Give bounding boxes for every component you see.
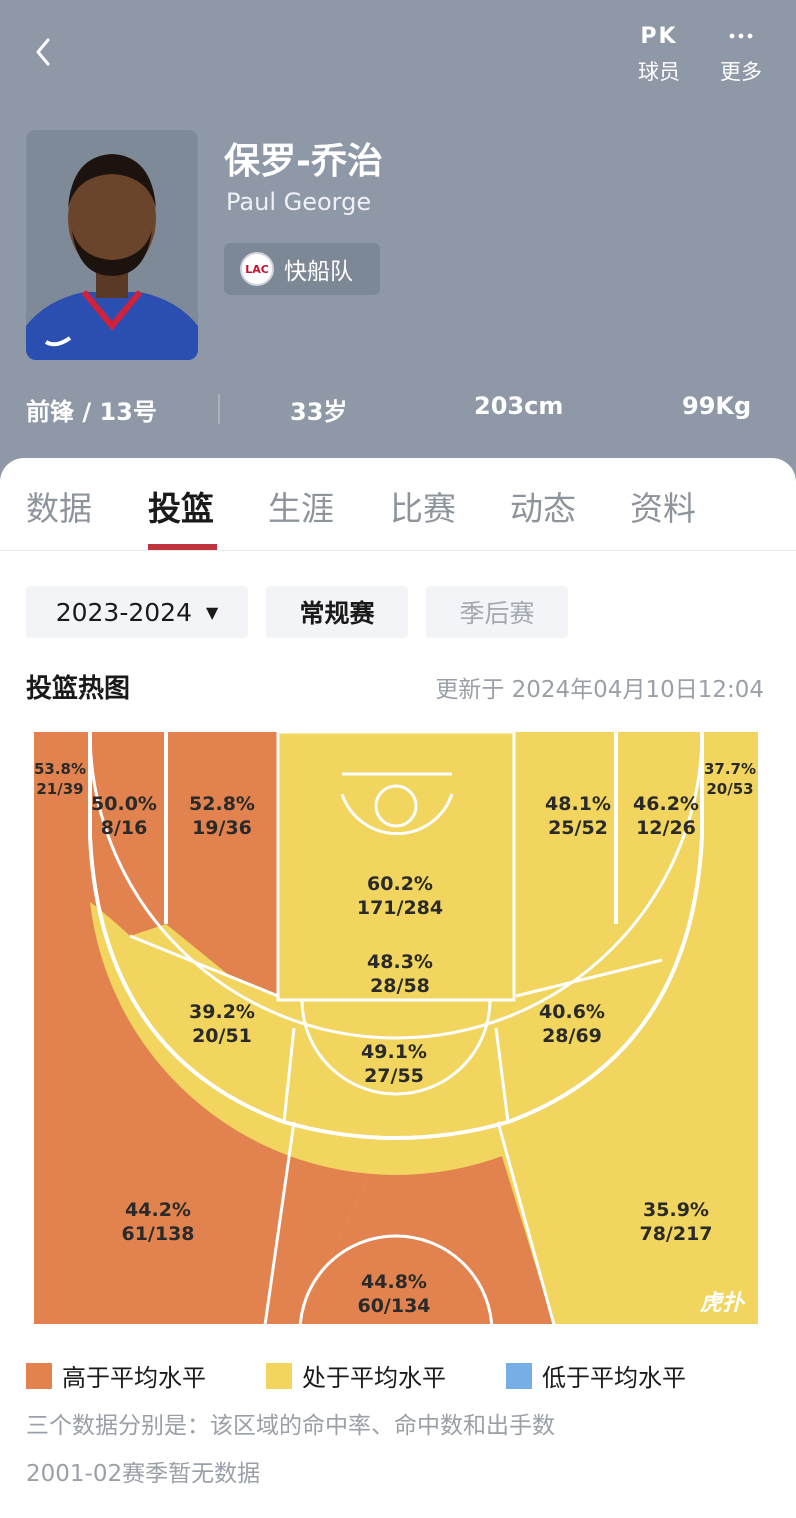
zone-pct-left-baseline-long-two: 50.0% — [91, 793, 157, 815]
zone-made-att-right-wing-long-two: 28/69 — [542, 1025, 602, 1047]
zone-pct-right-short-midrange: 48.1% — [545, 793, 611, 815]
zone-pct-top-key-three: 44.8% — [361, 1271, 427, 1293]
zone-made-att-right-corner-three: 20/53 — [706, 780, 753, 798]
player-weight: 99Kg — [682, 392, 752, 420]
player-photo — [26, 130, 198, 360]
tab-news[interactable]: 动态 — [510, 489, 576, 528]
legend-above: 高于平均水平 — [26, 1358, 206, 1393]
team-name: 快船队 — [284, 259, 353, 285]
zone-restricted-area — [278, 732, 516, 924]
divider — [0, 550, 796, 551]
legend-swatch-avg — [266, 1362, 292, 1389]
zone-paint-non-ra — [278, 924, 516, 1028]
legend-below-label: 低于平均水平 — [542, 1364, 686, 1392]
zone-pct-restricted-area: 60.2% — [367, 873, 433, 895]
legend-avg-label: 处于平均水平 — [302, 1364, 446, 1392]
zone-right-corner-three — [702, 732, 758, 836]
zone-pct-right-wing-long-two: 40.6% — [539, 1001, 605, 1023]
pk-button[interactable]: PK 球员 — [624, 22, 694, 86]
zone-right-baseline-long-two — [616, 732, 702, 960]
info-divider — [218, 394, 220, 424]
legend-above-label: 高于平均水平 — [62, 1364, 206, 1392]
zone-made-att-right-wing-three: 78/217 — [639, 1223, 712, 1245]
shot-heatmap: 53.8% 21/39 50.0%8/16 52.8%19/36 60.2%171/28… — [34, 730, 758, 1332]
legend-swatch-below — [506, 1362, 532, 1389]
zone-made-att-paint-non-ra: 28/58 — [370, 975, 430, 997]
zone-made-att-left-short-midrange: 19/36 — [192, 817, 252, 839]
zone-made-att-top-key-three: 60/134 — [357, 1295, 430, 1317]
zone-pct-left-wing-three: 44.2% — [125, 1199, 191, 1221]
player-age: 33岁 — [290, 398, 348, 426]
zone-pct-right-baseline-long-two: 46.2% — [633, 793, 699, 815]
zone-made-att-left-wing-long-two: 20/51 — [192, 1025, 252, 1047]
zone-left-short-midrange — [166, 732, 294, 1028]
back-button[interactable] — [26, 30, 66, 74]
player-name-cn: 保罗-乔治 — [224, 141, 383, 182]
zone-top-key-long-two — [294, 1028, 496, 1116]
zone-right-short-midrange — [496, 732, 616, 1028]
zone-made-att-left-baseline-long-two: 8/16 — [101, 817, 148, 839]
more-label: 更多 — [720, 60, 762, 84]
legend-avg: 处于平均水平 — [266, 1358, 446, 1393]
tab-stats[interactable]: 数据 — [26, 489, 92, 528]
ellipsis-icon — [706, 22, 776, 52]
more-button[interactable]: 更多 — [706, 22, 776, 86]
zone-made-att-right-short-midrange: 25/52 — [548, 817, 608, 839]
team-logo-icon: LAC — [240, 252, 274, 286]
update-time: 更新于 2024年04月10日12:04 — [435, 677, 764, 703]
chevron-left-icon — [36, 38, 50, 66]
player-header: PK 球员 更多 保罗-乔治 Paul George LAC 快船队 前锋 / … — [0, 0, 796, 500]
zone-pct-left-wing-long-two: 39.2% — [189, 1001, 255, 1023]
zone-pct-right-corner-three: 37.7% — [704, 760, 756, 778]
zone-top-key-three — [297, 1124, 554, 1324]
active-tab-indicator — [148, 544, 217, 550]
legend-swatch-above — [26, 1362, 52, 1389]
caret-down-icon: ▼ — [205, 602, 219, 622]
tab-shooting[interactable]: 投篮 — [148, 489, 214, 528]
zone-pct-left-corner-three: 53.8% — [34, 760, 86, 778]
note-line-1: 三个数据分别是：该区域的命中率、命中数和出手数 — [26, 1413, 555, 1439]
watermark: 虎扑 — [700, 1291, 746, 1316]
pk-label: 球员 — [638, 60, 680, 84]
zone-made-att-restricted-area: 171/284 — [357, 897, 443, 919]
zone-pct-top-key-long-two: 49.1% — [361, 1041, 427, 1063]
player-name-en: Paul George — [226, 188, 372, 216]
note-line-2: 2001-02赛季暂无数据 — [26, 1461, 261, 1487]
season-dropdown[interactable]: 2023-2024 ▼ — [26, 586, 248, 638]
tab-career[interactable]: 生涯 — [268, 489, 334, 528]
zone-made-att-left-corner-three: 21/39 — [36, 780, 83, 798]
zone-left-corner-three — [34, 732, 90, 836]
tab-games[interactable]: 比赛 — [390, 489, 456, 528]
tab-bar: 数据 投篮 生涯 比赛 动态 资料 — [0, 458, 796, 552]
zone-made-att-right-baseline-long-two: 12/26 — [636, 817, 696, 839]
season-value: 2023-2024 — [55, 597, 192, 627]
position-number: 前锋 / 13号 — [26, 398, 157, 426]
zone-made-att-left-wing-three: 61/138 — [121, 1223, 194, 1245]
regular-season-button[interactable]: 常规赛 — [266, 586, 408, 638]
legend-below: 低于平均水平 — [506, 1358, 686, 1393]
playoff-button[interactable]: 季后赛 — [426, 586, 568, 638]
pk-icon: PK — [640, 24, 678, 49]
zone-pct-paint-non-ra: 48.3% — [367, 951, 433, 973]
zone-made-att-top-key-long-two: 27/55 — [364, 1065, 424, 1087]
zone-labels: 53.8% 21/39 50.0%8/16 52.8%19/36 60.2%171/28… — [34, 760, 756, 1317]
zone-pct-right-wing-three: 35.9% — [643, 1199, 709, 1221]
zone-pct-left-short-midrange: 52.8% — [189, 793, 255, 815]
player-avatar — [26, 130, 198, 360]
section-title: 投篮热图 — [26, 674, 131, 704]
tab-profile[interactable]: 资料 — [630, 489, 696, 528]
zone-left-wing-long-two — [90, 902, 294, 1054]
zone-left-baseline-long-two — [90, 732, 166, 936]
team-chip[interactable]: LAC 快船队 — [224, 243, 380, 295]
player-height: 203cm — [474, 392, 564, 420]
